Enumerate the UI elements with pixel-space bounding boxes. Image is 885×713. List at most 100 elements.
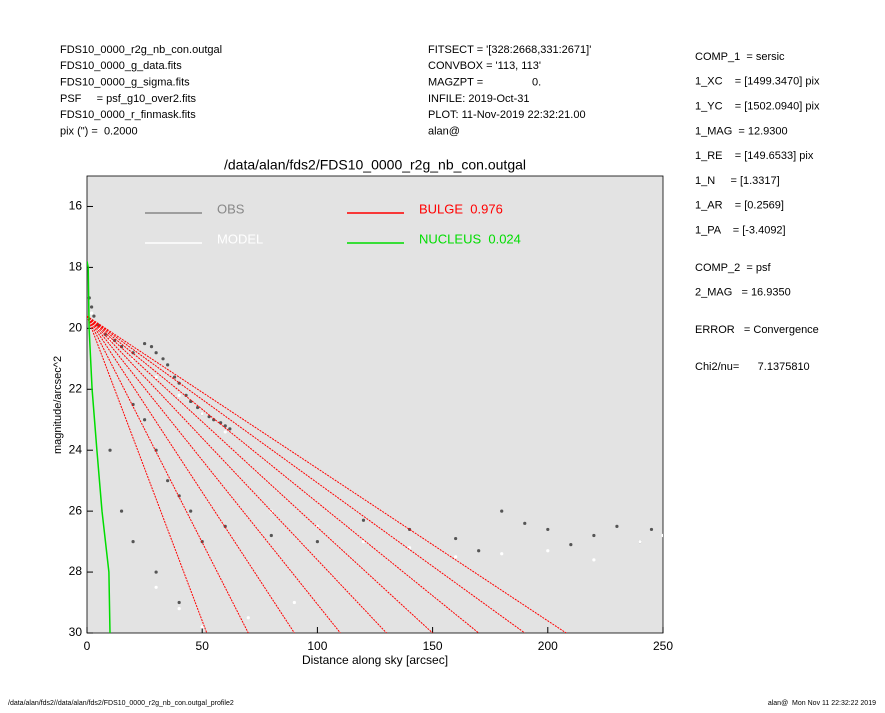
- header-left-line: FDS10_0000_g_sigma.fits: [60, 77, 190, 89]
- data-point: [361, 540, 366, 544]
- data-point: [92, 314, 96, 318]
- data-point: [103, 332, 108, 337]
- x-tick-label: 0: [84, 639, 91, 653]
- x-tick-label: 250: [653, 639, 673, 653]
- footer-right: alan@ Mon Nov 11 22:32:22 2019: [768, 700, 876, 707]
- data-point: [500, 509, 504, 513]
- y-tick-label: 30: [69, 625, 83, 639]
- data-point: [223, 430, 227, 434]
- fit-parameter: 1_AR = [0.2569]: [695, 200, 784, 212]
- fit-parameter: 2_MAG = 16.9350: [695, 287, 791, 299]
- data-point: [131, 540, 135, 544]
- fit-parameter: 1_RE = [149.6533] pix: [695, 150, 814, 162]
- series-line: [87, 315, 567, 633]
- data-point: [154, 585, 158, 589]
- header-middle-line: alan@: [428, 125, 460, 137]
- header-middle-line: MAGZPT = 0.: [428, 77, 541, 89]
- data-point: [207, 415, 211, 419]
- x-tick-label: 50: [196, 639, 210, 653]
- header-left-line: PSF = psf_g10_over2.fits: [60, 93, 197, 105]
- x-tick-label: 150: [423, 639, 443, 653]
- data-point: [195, 405, 200, 410]
- legend-label: MODEL: [217, 231, 263, 246]
- data-point: [454, 555, 458, 559]
- legend-label: NUCLEUS 0.024: [419, 231, 521, 246]
- data-point: [200, 412, 204, 416]
- data-point: [569, 543, 573, 547]
- data-point: [154, 375, 158, 379]
- data-point: [166, 363, 170, 367]
- data-point: [177, 393, 181, 397]
- data-point: [592, 558, 596, 562]
- data-point: [172, 375, 177, 379]
- header-middle-line: FITSECT = '[328:2668,331:2671]': [428, 44, 591, 56]
- data-point: [189, 509, 193, 513]
- x-tick-label: 200: [538, 639, 558, 653]
- y-tick-label: 28: [69, 564, 83, 578]
- data-point: [154, 570, 158, 574]
- fit-parameter: 1_MAG = 12.9300: [695, 125, 788, 137]
- y-axis-label: magnitude/arcsec^2: [52, 356, 64, 454]
- data-point: [615, 524, 619, 528]
- data-point: [228, 427, 232, 431]
- data-point: [161, 357, 165, 361]
- data-point: [177, 494, 181, 498]
- data-point: [143, 418, 147, 422]
- data-point: [189, 399, 193, 404]
- footer-left: /data/alan/fds2//data/alan/fds2/FDS10_00…: [8, 700, 234, 707]
- y-tick-label: 22: [69, 381, 83, 395]
- y-tick-label: 26: [69, 503, 83, 517]
- data-point: [269, 533, 273, 538]
- fit-parameter: 1_YC = [1502.0940] pix: [695, 101, 820, 113]
- y-tick-label: 16: [69, 199, 83, 213]
- data-point: [131, 351, 135, 355]
- data-point: [546, 549, 550, 553]
- header-middle-line: CONVBOX = '113, 113': [428, 60, 541, 72]
- data-point: [315, 524, 319, 528]
- plot-area: [86, 175, 664, 634]
- fit-parameter: 1_XC = [1499.3470] pix: [695, 76, 820, 88]
- data-point: [454, 536, 458, 541]
- data-point: [177, 607, 181, 611]
- legend-label: BULGE 0.976: [419, 201, 503, 216]
- data-point: [315, 540, 319, 544]
- data-point: [592, 533, 596, 538]
- y-tick-label: 20: [69, 321, 83, 335]
- data-point: [119, 509, 124, 513]
- data-point: [90, 305, 94, 309]
- data-point: [143, 341, 147, 346]
- header-left-line: pix (") = 0.2000: [60, 125, 138, 137]
- data-point: [90, 311, 94, 315]
- data-point: [649, 527, 654, 532]
- data-point: [661, 533, 663, 538]
- data-point: [246, 616, 250, 620]
- data-point: [149, 345, 154, 349]
- legend-label: OBS: [217, 201, 245, 216]
- data-point: [177, 600, 181, 605]
- header-left-line: FDS10_0000_r2g_nb_con.outgal: [60, 44, 222, 56]
- data-point: [108, 448, 112, 452]
- header-middle-line: PLOT: 11-Nov-2019 22:32:21.00: [428, 109, 586, 121]
- fit-parameter: 1_N = [1.3317]: [695, 175, 780, 187]
- data-point: [166, 479, 170, 483]
- y-tick-label: 24: [69, 442, 83, 456]
- header-left-line: FDS10_0000_r_finmask.fits: [60, 109, 196, 121]
- data-point: [223, 424, 227, 428]
- fit-parameter: COMP_2 = psf: [695, 262, 771, 274]
- data-point: [154, 351, 158, 355]
- x-tick-label: 100: [307, 639, 327, 653]
- x-axis-label: Distance along sky [arcsec]: [302, 653, 448, 667]
- data-point: [477, 549, 481, 553]
- data-point: [500, 552, 504, 556]
- data-point: [200, 625, 204, 629]
- fit-parameter: ERROR = Convergence: [695, 324, 819, 336]
- data-point: [361, 518, 366, 522]
- series-line: [87, 261, 111, 633]
- data-point: [219, 421, 223, 425]
- chart-title: /data/alan/fds2/FDS10_0000_r2g_nb_con.ou…: [224, 157, 526, 173]
- fit-parameter: 1_PA = [-3.4092]: [695, 225, 786, 237]
- data-point: [292, 600, 296, 605]
- fit-parameter: Chi2/nu= 7.1375810: [695, 361, 810, 373]
- data-point: [546, 527, 550, 532]
